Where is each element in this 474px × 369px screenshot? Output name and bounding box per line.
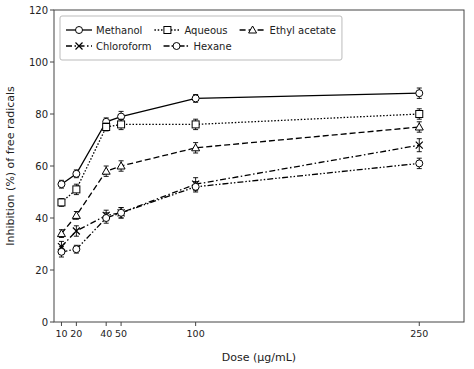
series-line — [61, 163, 419, 251]
error-bar — [59, 199, 64, 207]
data-point — [416, 90, 423, 97]
legend-marker — [164, 27, 171, 34]
y-tick — [50, 270, 54, 271]
series-line — [61, 93, 419, 184]
legend-marker — [76, 27, 83, 34]
legend-label: Aqueous — [184, 25, 227, 36]
data-point — [415, 123, 423, 130]
error-bar — [119, 208, 124, 218]
error-bar — [104, 213, 109, 223]
y-tick — [50, 114, 54, 115]
x-tick-label: 20 — [70, 328, 82, 339]
legend-label: Hexane — [194, 41, 232, 52]
error-bar — [74, 245, 79, 253]
y-tick — [50, 322, 54, 323]
data-point — [72, 211, 80, 218]
legend-marker — [249, 26, 257, 33]
series-line — [61, 114, 419, 202]
error-bar — [119, 119, 124, 129]
data-point — [102, 167, 110, 174]
y-tick — [50, 10, 54, 11]
data-point — [73, 246, 80, 253]
y-tick-label: 120 — [29, 5, 48, 16]
y-tick — [50, 62, 54, 63]
legend-frame — [60, 16, 342, 60]
data-point — [416, 160, 423, 167]
data-point — [73, 186, 80, 193]
y-axis-label: Inhibition (%) of free radicals — [4, 86, 17, 246]
data-point — [117, 162, 125, 169]
error-bar — [59, 247, 64, 257]
x-tick — [106, 322, 107, 326]
series-line — [61, 145, 419, 246]
data-point — [416, 111, 423, 118]
data-point — [416, 142, 423, 149]
error-bar — [193, 119, 198, 129]
error-bar — [193, 178, 198, 191]
legend: Methanol Aqueous Ethyl acetate Chloroform He… — [60, 16, 342, 60]
error-bar — [74, 184, 79, 194]
data-point — [73, 170, 80, 177]
error-bar — [417, 109, 422, 119]
data-point — [103, 124, 110, 131]
x-tick — [419, 322, 420, 326]
legend-label: Chloroform — [96, 41, 152, 52]
legend-label: Ethyl acetate — [270, 25, 336, 36]
data-point — [192, 121, 199, 128]
data-point — [73, 228, 80, 235]
error-bar — [193, 182, 198, 192]
data-point — [118, 209, 125, 216]
error-bar — [74, 170, 79, 178]
x-tick-label: 10 — [55, 328, 67, 339]
x-tick-label: 50 — [115, 328, 127, 339]
x-tick-label: 40 — [100, 328, 112, 339]
y-tick-label: 0 — [42, 317, 48, 328]
data-point — [103, 215, 110, 222]
data-point — [192, 95, 199, 102]
data-point — [58, 181, 65, 188]
y-tick-label: 60 — [35, 161, 48, 172]
legend-marker — [76, 43, 83, 50]
y-tick-label: 100 — [29, 57, 48, 68]
data-point — [57, 230, 65, 237]
error-bar — [104, 123, 109, 131]
x-tick — [61, 322, 62, 326]
data-point — [192, 183, 199, 190]
plot-frame — [54, 10, 464, 322]
y-tick-label: 40 — [35, 213, 48, 224]
error-bar — [119, 208, 124, 218]
data-point — [58, 199, 65, 206]
data-point — [118, 209, 125, 216]
x-tick — [121, 322, 122, 326]
error-bar — [193, 95, 198, 103]
x-tick-label: 100 — [187, 328, 205, 339]
background — [0, 0, 474, 369]
x-tick — [195, 322, 196, 326]
x-tick — [76, 322, 77, 326]
error-bar — [104, 210, 109, 220]
y-tick-label: 20 — [35, 265, 48, 276]
data-point — [58, 248, 65, 255]
legend-marker — [173, 43, 180, 50]
error-bar — [417, 158, 422, 168]
plot-data — [57, 88, 423, 257]
x-tick-label: 250 — [410, 328, 428, 339]
series-line — [61, 127, 419, 234]
y-tick — [50, 166, 54, 167]
x-axis-label: Dose (μg/mL) — [222, 351, 296, 364]
y-tick — [50, 218, 54, 219]
y-tick-label: 80 — [35, 109, 48, 120]
error-bar — [59, 180, 64, 188]
legend-label: Methanol — [96, 25, 142, 36]
error-bar — [74, 226, 79, 236]
error-bar — [417, 88, 422, 98]
data-point — [192, 144, 200, 151]
data-point — [118, 121, 125, 128]
